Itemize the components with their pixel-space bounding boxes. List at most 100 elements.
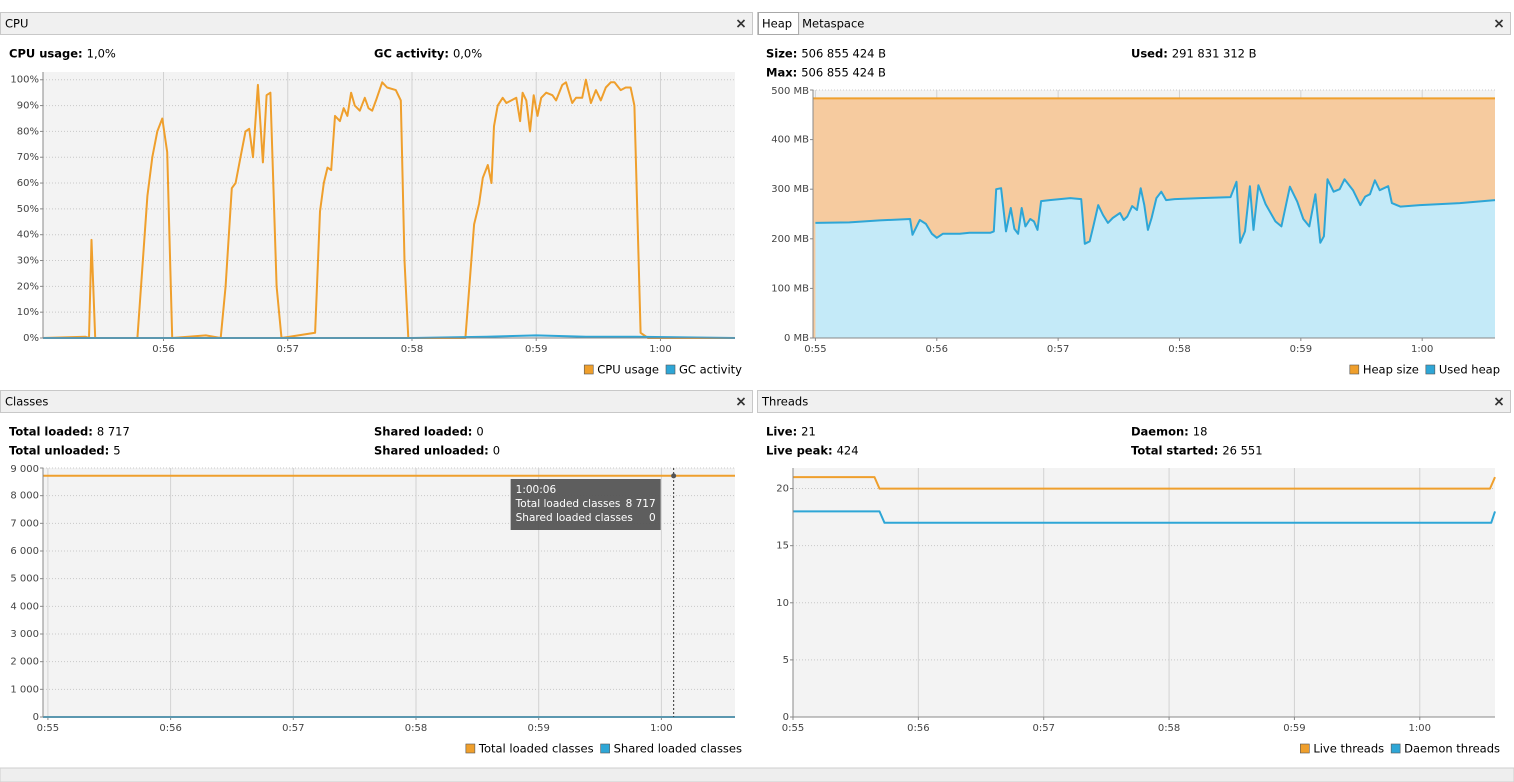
legend-swatch bbox=[1425, 364, 1436, 375]
close-button[interactable] bbox=[1494, 19, 1504, 28]
y-tick-label: 100 MB bbox=[771, 283, 809, 294]
y-tick-label: 9 000 bbox=[10, 464, 39, 475]
legend-label: Heap size bbox=[1363, 363, 1419, 377]
tab-label[interactable]: Heap bbox=[762, 17, 792, 31]
stat-label: Live peak: bbox=[766, 444, 833, 458]
stat-label: Used: bbox=[1131, 47, 1168, 61]
panel-header bbox=[757, 390, 1511, 413]
tooltip-title: 1:00:06 bbox=[516, 484, 557, 496]
close-button[interactable] bbox=[1494, 397, 1504, 406]
x-tick-label: 0:56 bbox=[152, 344, 174, 355]
stat-value: 5 bbox=[113, 444, 120, 458]
y-tick-label: 2 000 bbox=[10, 657, 39, 668]
legend-label: Live threads bbox=[1313, 742, 1384, 756]
stat-value: 506 855 424 B bbox=[801, 66, 886, 80]
x-tick-label: 0:59 bbox=[1290, 344, 1312, 355]
y-tick-label: 3 000 bbox=[10, 629, 39, 640]
y-tick-label: 6 000 bbox=[10, 546, 39, 557]
plot-area bbox=[43, 72, 735, 338]
stat-label: GC activity: bbox=[374, 47, 449, 61]
series-line bbox=[793, 510, 1496, 524]
x-tick-label: 1:00 bbox=[650, 723, 672, 734]
stat-label: Size: bbox=[766, 47, 797, 61]
series-line bbox=[793, 476, 1496, 490]
y-tick-label: 400 MB bbox=[771, 135, 809, 146]
y-tick-label: 1 000 bbox=[10, 684, 39, 695]
x-tick-label: 0:57 bbox=[1032, 723, 1054, 734]
x-tick-label: 0:55 bbox=[782, 723, 804, 734]
y-tick-label: 5 000 bbox=[10, 574, 39, 585]
tooltip-row-value: 8 717 bbox=[626, 498, 656, 510]
stat-value: 0 bbox=[476, 425, 483, 439]
y-tick-label: 10% bbox=[17, 307, 39, 318]
x-tick-label: 1:00 bbox=[649, 344, 671, 355]
x-tick-label: 0:55 bbox=[804, 344, 826, 355]
panel-header bbox=[757, 12, 1511, 35]
legend-swatch bbox=[1390, 743, 1401, 754]
close-button[interactable] bbox=[736, 19, 746, 28]
y-tick-label: 7 000 bbox=[10, 518, 39, 529]
x-tick-label: 0:57 bbox=[277, 344, 299, 355]
y-tick-label: 50% bbox=[17, 204, 39, 215]
legend-swatch bbox=[1349, 364, 1360, 375]
stat-value: 0,0% bbox=[453, 47, 482, 61]
x-tick-label: 0:57 bbox=[1047, 344, 1069, 355]
stat-value: 506 855 424 B bbox=[801, 47, 886, 61]
close-button[interactable] bbox=[736, 397, 746, 406]
panel-header bbox=[0, 390, 753, 413]
tooltip bbox=[510, 479, 661, 530]
legend-label: Total loaded classes bbox=[478, 742, 594, 756]
y-tick-label: 300 MB bbox=[771, 184, 809, 195]
x-tick-label: 0:55 bbox=[37, 723, 59, 734]
stat-value: 26 551 bbox=[1222, 444, 1262, 458]
y-tick-label: 20 bbox=[776, 484, 789, 495]
y-tick-label: 0 bbox=[33, 712, 39, 723]
stat-label: Live: bbox=[766, 425, 797, 439]
stat-label: Daemon: bbox=[1131, 425, 1189, 439]
legend-label: CPU usage bbox=[597, 363, 659, 377]
stat-value: 291 831 312 B bbox=[1172, 47, 1257, 61]
y-tick-label: 90% bbox=[17, 101, 39, 112]
tab-label[interactable]: Metaspace bbox=[802, 17, 864, 31]
y-tick-label: 500 MB bbox=[771, 86, 809, 97]
stat-label: CPU usage: bbox=[9, 47, 83, 61]
x-tick-label: 0:59 bbox=[527, 723, 549, 734]
x-tick-label: 0:59 bbox=[525, 344, 547, 355]
x-tick-label: 0:56 bbox=[926, 344, 948, 355]
stat-value: 8 717 bbox=[97, 425, 130, 439]
y-tick-label: 30% bbox=[17, 256, 39, 267]
y-tick-label: 70% bbox=[17, 152, 39, 163]
y-tick-label: 60% bbox=[17, 178, 39, 189]
tooltip-row-value: 0 bbox=[649, 512, 656, 524]
stat-label: Max: bbox=[766, 66, 797, 80]
y-tick-label: 0% bbox=[23, 333, 39, 344]
x-tick-label: 1:00 bbox=[1411, 344, 1433, 355]
cursor-dot bbox=[671, 473, 677, 479]
panel-header bbox=[0, 12, 753, 35]
x-tick-label: 0:57 bbox=[282, 723, 304, 734]
legend-swatch bbox=[1300, 743, 1310, 754]
tab[interactable] bbox=[758, 12, 800, 35]
x-tick-label: 0:58 bbox=[405, 723, 427, 734]
tab-label: CPU bbox=[5, 17, 28, 31]
legend-swatch bbox=[600, 743, 610, 754]
stat-value: 424 bbox=[837, 444, 859, 458]
tooltip-row-label: Total loaded classes bbox=[515, 498, 621, 510]
y-tick-label: 8 000 bbox=[10, 491, 39, 502]
stat-label: Total started: bbox=[1131, 444, 1218, 458]
series-line bbox=[42, 78, 735, 339]
y-tick-label: 4 000 bbox=[10, 601, 39, 612]
x-tick-label: 0:58 bbox=[1158, 723, 1180, 734]
legend-label: Shared loaded classes bbox=[614, 742, 742, 756]
x-tick-label: 1:00 bbox=[1409, 723, 1431, 734]
tab-label: Classes bbox=[5, 395, 48, 409]
stat-value: 1,0% bbox=[87, 47, 116, 61]
plot-area bbox=[793, 468, 1495, 717]
legend-swatch bbox=[583, 364, 594, 375]
legend-swatch bbox=[665, 364, 676, 375]
stat-value: 18 bbox=[1193, 425, 1208, 439]
y-tick-label: 20% bbox=[17, 281, 39, 292]
y-tick-label: 200 MB bbox=[771, 234, 809, 245]
x-tick-label: 0:56 bbox=[907, 723, 929, 734]
y-tick-label: 100% bbox=[10, 75, 39, 86]
